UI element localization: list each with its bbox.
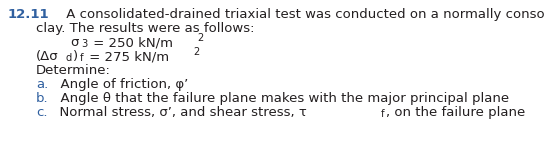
Text: (Δσ: (Δσ: [36, 50, 59, 63]
Text: ): ): [73, 50, 78, 63]
Text: d: d: [65, 53, 71, 63]
Text: b.: b.: [36, 92, 49, 105]
Text: A consolidated-drained triaxial test was conducted on a normally consolidated: A consolidated-drained triaxial test was…: [62, 8, 545, 21]
Text: clay. The results were as follows:: clay. The results were as follows:: [36, 22, 255, 35]
Text: 2: 2: [197, 33, 203, 43]
Text: f: f: [381, 109, 384, 119]
Text: c.: c.: [36, 106, 47, 119]
Text: 2: 2: [193, 47, 199, 57]
Text: Angle of friction, φ’: Angle of friction, φ’: [52, 78, 188, 91]
Text: Determine:: Determine:: [36, 64, 111, 77]
Text: , on the failure plane: , on the failure plane: [385, 106, 525, 119]
Text: Normal stress, σ’, and shear stress, τ: Normal stress, σ’, and shear stress, τ: [51, 106, 307, 119]
Text: Angle θ that the failure plane makes with the major principal plane: Angle θ that the failure plane makes wit…: [52, 92, 510, 105]
Text: a.: a.: [36, 78, 49, 91]
Text: 3: 3: [81, 39, 87, 49]
Text: f: f: [80, 53, 83, 63]
Text: 12.11: 12.11: [8, 8, 50, 21]
Text: = 250 kN/m: = 250 kN/m: [89, 36, 173, 49]
Text: = 275 kN/m: = 275 kN/m: [84, 50, 168, 63]
Text: σ: σ: [70, 36, 78, 49]
